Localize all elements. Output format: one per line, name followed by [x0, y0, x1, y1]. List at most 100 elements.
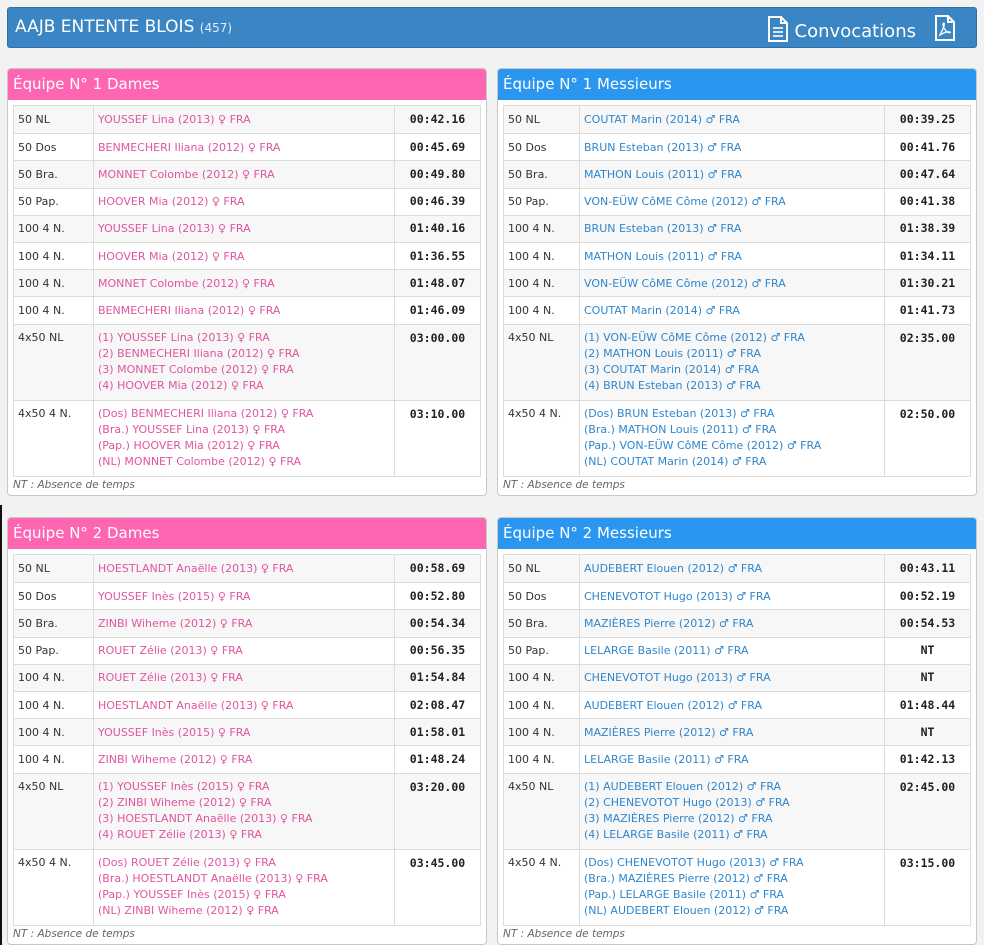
left-edge-divider — [0, 505, 2, 945]
swimmer-link[interactable]: (1) VON-EÜW CôME Côme (2012) ♂ FRA — [584, 330, 805, 344]
time-cell: 01:48.44 — [899, 697, 956, 712]
team-panel: Équipe N° 1 Messieurs 50 NL COUTAT Marin (… — [497, 68, 977, 496]
swimmer-cell: LELARGE Basile (2011) ♂ FRA — [580, 745, 885, 773]
swimmer-cell: (Dos) ROUET Zélie (2013) ♀ FRA (Bra.) HOE… — [94, 849, 395, 925]
swimmer-link[interactable]: MAZIÈRES Pierre (2012) ♂ FRA — [584, 616, 754, 630]
swimmer-link[interactable]: HOOVER Mia (2012) ♀ FRA — [98, 249, 245, 263]
swimmer-link[interactable]: (2) ZINBI Wiheme (2012) ♀ FRA — [98, 795, 272, 809]
swimmer-link[interactable]: (1) YOUSSEF Lina (2013) ♀ FRA — [98, 330, 270, 344]
swimmer-link[interactable]: (4) LELARGE Basile (2011) ♂ FRA — [584, 828, 768, 842]
swimmer-link[interactable]: (Pap.) LELARGE Basile (2011) ♂ FRA — [584, 888, 784, 902]
swimmer-link[interactable]: MATHON Louis (2011) ♂ FRA — [584, 249, 742, 263]
swimmer-link[interactable]: (1) AUDEBERT Elouen (2012) ♂ FRA — [584, 779, 782, 793]
swimmer-link[interactable]: (Bra.) HOESTLANDT Anaëlle (2013) ♀ FRA — [98, 871, 328, 885]
swimmer-link[interactable]: (3) HOESTLANDT Anaëlle (2013) ♀ FRA — [98, 812, 313, 826]
swimmer-link[interactable]: (Pap.) HOOVER Mia (2012) ♀ FRA — [98, 439, 280, 453]
swimmer-cell: LELARGE Basile (2011) ♂ FRA — [580, 637, 885, 665]
swimmer-link[interactable]: MAZIÈRES Pierre (2012) ♂ FRA — [584, 725, 754, 739]
event-cell: 50 Pap. — [14, 637, 94, 665]
swimmer-link[interactable]: BENMECHERI Iliana (2012) ♀ FRA — [98, 140, 281, 154]
event-cell: 100 4 N. — [14, 296, 94, 324]
swimmer-cell: MAZIÈRES Pierre (2012) ♂ FRA — [580, 718, 885, 746]
swimmer-cell: CHENEVOTOT Hugo (2013) ♂ FRA — [580, 582, 885, 610]
swimmer-link[interactable]: (Dos) BENMECHERI Iliana (2012) ♀ FRA — [98, 406, 314, 420]
swimmer-link[interactable]: YOUSSEF Lina (2013) ♀ FRA — [98, 222, 251, 236]
event-cell: 50 Pap. — [504, 637, 580, 665]
swimmer-link[interactable]: (2) BENMECHERI Iliana (2012) ♀ FRA — [98, 346, 300, 360]
swimmer-link[interactable]: (Pap.) VON-EÜW CôME Côme (2012) ♂ FRA — [584, 439, 822, 453]
swimmer-link[interactable]: (NL) ZINBI Wiheme (2012) ♀ FRA — [98, 904, 279, 918]
swimmer-link[interactable]: AUDEBERT Elouen (2012) ♂ FRA — [584, 698, 762, 712]
time-cell: 00:54.34 — [409, 615, 466, 630]
swimmer-link[interactable]: (Bra.) MATHON Louis (2011) ♂ FRA — [584, 422, 777, 436]
event-cell: 100 4 N. — [504, 215, 580, 243]
swimmer-link[interactable]: LELARGE Basile (2011) ♂ FRA — [584, 752, 749, 766]
swimmer-link[interactable]: CHENEVOTOT Hugo (2013) ♂ FRA — [584, 589, 771, 603]
swimmer-link[interactable]: (3) MONNET Colombe (2012) ♀ FRA — [98, 363, 294, 377]
event-cell: 50 NL — [504, 555, 580, 583]
swimmer-link[interactable]: (NL) COUTAT Marin (2014) ♂ FRA — [584, 455, 767, 469]
swimmer-link[interactable]: (3) COUTAT Marin (2014) ♂ FRA — [584, 363, 759, 377]
swimmer-link[interactable]: MONNET Colombe (2012) ♀ FRA — [98, 276, 275, 290]
event-cell: 50 Dos — [14, 133, 94, 161]
swimmer-link[interactable]: VON-EÜW CôME Côme (2012) ♂ FRA — [584, 276, 786, 290]
swimmer-link[interactable]: AUDEBERT Elouen (2012) ♂ FRA — [584, 562, 762, 576]
swimmer-link[interactable]: HOESTLANDT Anaëlle (2013) ♀ FRA — [98, 562, 294, 576]
swimmer-link[interactable]: COUTAT Marin (2014) ♂ FRA — [584, 303, 740, 317]
swimmer-link[interactable]: (2) CHENEVOTOT Hugo (2013) ♂ FRA — [584, 795, 790, 809]
swimmer-link[interactable]: HOESTLANDT Anaëlle (2013) ♀ FRA — [98, 698, 294, 712]
swimmer-link[interactable]: (2) MATHON Louis (2011) ♂ FRA — [584, 346, 762, 360]
event-cell: 50 Bra. — [504, 609, 580, 637]
table-row: 4x50 4 N. (Dos) BRUN Esteban (2013) ♂ FRA… — [504, 399, 970, 476]
team-title: Équipe N° 2 Dames — [8, 518, 486, 549]
swimmer-link[interactable]: YOUSSEF Lina (2013) ♀ FRA — [98, 113, 251, 127]
swimmer-link[interactable]: (4) BRUN Esteban (2013) ♂ FRA — [584, 379, 761, 393]
swimmer-link[interactable]: (4) ROUET Zélie (2013) ♀ FRA — [98, 828, 262, 842]
swimmer-link[interactable]: YOUSSEF Inès (2015) ♀ FRA — [98, 589, 251, 603]
swimmer-link[interactable]: (Dos) ROUET Zélie (2013) ♀ FRA — [98, 855, 276, 869]
swimmer-link[interactable]: LELARGE Basile (2011) ♂ FRA — [584, 644, 749, 658]
swimmer-link[interactable]: ROUET Zélie (2013) ♀ FRA — [98, 644, 243, 658]
time-cell: 01:48.07 — [409, 275, 466, 290]
event-cell: 100 4 N. — [504, 242, 580, 270]
swimmer-link[interactable]: (NL) AUDEBERT Elouen (2012) ♂ FRA — [584, 904, 789, 918]
swimmer-link[interactable]: HOOVER Mia (2012) ♀ FRA — [98, 195, 245, 209]
swimmer-link[interactable]: BENMECHERI Iliana (2012) ♀ FRA — [98, 303, 281, 317]
table-row: 100 4 N. ROUET Zélie (2013) ♀ FRA 01:54.84 — [14, 663, 480, 692]
swimmer-link[interactable]: ZINBI Wiheme (2012) ♀ FRA — [98, 616, 253, 630]
time-cell: 02:08.47 — [409, 697, 466, 712]
time-cell: 00:52.80 — [409, 588, 466, 603]
swimmer-link[interactable]: (Bra.) YOUSSEF Lina (2013) ♀ FRA — [98, 422, 286, 436]
table-row: 50 Pap. VON-EÜW CôME Côme (2012) ♂ FRA 00:… — [504, 187, 970, 216]
swimmer-link[interactable]: COUTAT Marin (2014) ♂ FRA — [584, 113, 740, 127]
swimmer-link[interactable]: (Pap.) YOUSSEF Inès (2015) ♀ FRA — [98, 888, 286, 902]
swimmer-cell: VON-EÜW CôME Côme (2012) ♂ FRA — [580, 269, 885, 297]
swimmer-link[interactable]: MATHON Louis (2011) ♂ FRA — [584, 167, 742, 181]
event-cell: 100 4 N. — [14, 691, 94, 719]
swimmer-link[interactable]: (4) HOOVER Mia (2012) ♀ FRA — [98, 379, 264, 393]
swimmer-cell: MATHON Louis (2011) ♂ FRA — [580, 242, 885, 270]
swimmer-link[interactable]: (1) YOUSSEF Inès (2015) ♀ FRA — [98, 779, 270, 793]
table-row: 4x50 NL (1) YOUSSEF Inès (2015) ♀ FRA (2) … — [14, 772, 480, 849]
swimmer-link[interactable]: MONNET Colombe (2012) ♀ FRA — [98, 167, 275, 181]
swimmer-link[interactable]: (Dos) CHENEVOTOT Hugo (2013) ♂ FRA — [584, 855, 804, 869]
pdf-button[interactable] — [934, 15, 956, 44]
event-cell: 100 4 N. — [504, 745, 580, 773]
swimmer-link[interactable]: BRUN Esteban (2013) ♂ FRA — [584, 222, 742, 236]
swimmer-link[interactable]: (NL) MONNET Colombe (2012) ♀ FRA — [98, 455, 302, 469]
time-cell: 00:41.38 — [899, 194, 956, 209]
swimmer-link[interactable]: ROUET Zélie (2013) ♀ FRA — [98, 671, 243, 685]
swimmer-link[interactable]: (Dos) BRUN Esteban (2013) ♂ FRA — [584, 406, 775, 420]
convocations-button[interactable]: Convocations — [767, 16, 916, 47]
time-cell: 03:00.00 — [409, 330, 466, 345]
swimmer-link[interactable]: (3) MAZIÈRES Pierre (2012) ♂ FRA — [584, 812, 773, 826]
swimmer-link[interactable]: CHENEVOTOT Hugo (2013) ♂ FRA — [584, 671, 771, 685]
swimmer-link[interactable]: BRUN Esteban (2013) ♂ FRA — [584, 140, 742, 154]
time-cell: 00:56.35 — [409, 643, 466, 658]
swimmer-link[interactable]: (Bra.) MAZIÈRES Pierre (2012) ♂ FRA — [584, 871, 788, 885]
time-cell: 01:46.09 — [409, 302, 466, 317]
swimmer-link[interactable]: YOUSSEF Inès (2015) ♀ FRA — [98, 725, 251, 739]
swimmer-link[interactable]: VON-EÜW CôME Côme (2012) ♂ FRA — [584, 195, 786, 209]
swimmer-link[interactable]: ZINBI Wiheme (2012) ♀ FRA — [98, 752, 253, 766]
swimmer-cell: HOESTLANDT Anaëlle (2013) ♀ FRA — [94, 691, 395, 719]
